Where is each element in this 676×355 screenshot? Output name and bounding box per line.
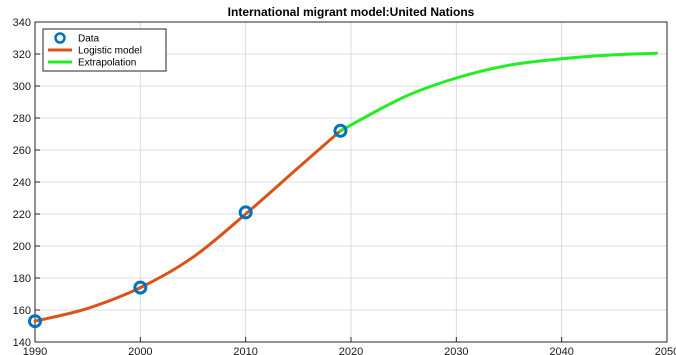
y-tick-label: 200	[13, 241, 31, 253]
y-tick-label: 240	[13, 177, 31, 189]
series-line-logistic-model	[33, 129, 342, 323]
series-group	[28, 51, 658, 329]
legend-label: Data	[78, 34, 100, 45]
y-tick-label: 280	[13, 113, 31, 125]
x-axis: 1990 2000 2010 2020 2030 2040 2050	[23, 337, 676, 355]
y-tick-label: 160	[13, 305, 31, 317]
data-point	[28, 314, 42, 329]
y-tick-label: 260	[13, 145, 31, 157]
x-tick-label: 2050	[655, 346, 676, 355]
y-axis: 140 160 180 200 220 240 260 280 300 320 340	[13, 17, 40, 349]
y-tick-label: 140	[13, 337, 31, 349]
series-line-extrapolation	[338, 51, 658, 133]
data-point	[333, 123, 348, 138]
legend-label: Extrapolation	[78, 58, 136, 69]
chart-title: International migrant model:United Natio…	[228, 5, 475, 19]
y-tick-label: 220	[13, 209, 31, 221]
x-tick-label: 2030	[444, 346, 468, 355]
x-tick-label: 2010	[233, 346, 257, 355]
x-tick-label: 2000	[128, 346, 152, 355]
legend-marker	[54, 32, 66, 44]
data-point	[133, 280, 148, 295]
y-tick-label: 180	[13, 273, 31, 285]
y-tick-label: 300	[13, 81, 31, 93]
y-tick-label: 320	[13, 49, 31, 61]
data-point	[238, 205, 253, 220]
legend-label: Logistic model	[78, 46, 142, 57]
y-tick-label: 340	[13, 17, 31, 29]
x-tick-label: 2040	[549, 346, 573, 355]
x-tick-label: 2020	[339, 346, 363, 355]
x-tick-label: 1990	[23, 346, 47, 355]
